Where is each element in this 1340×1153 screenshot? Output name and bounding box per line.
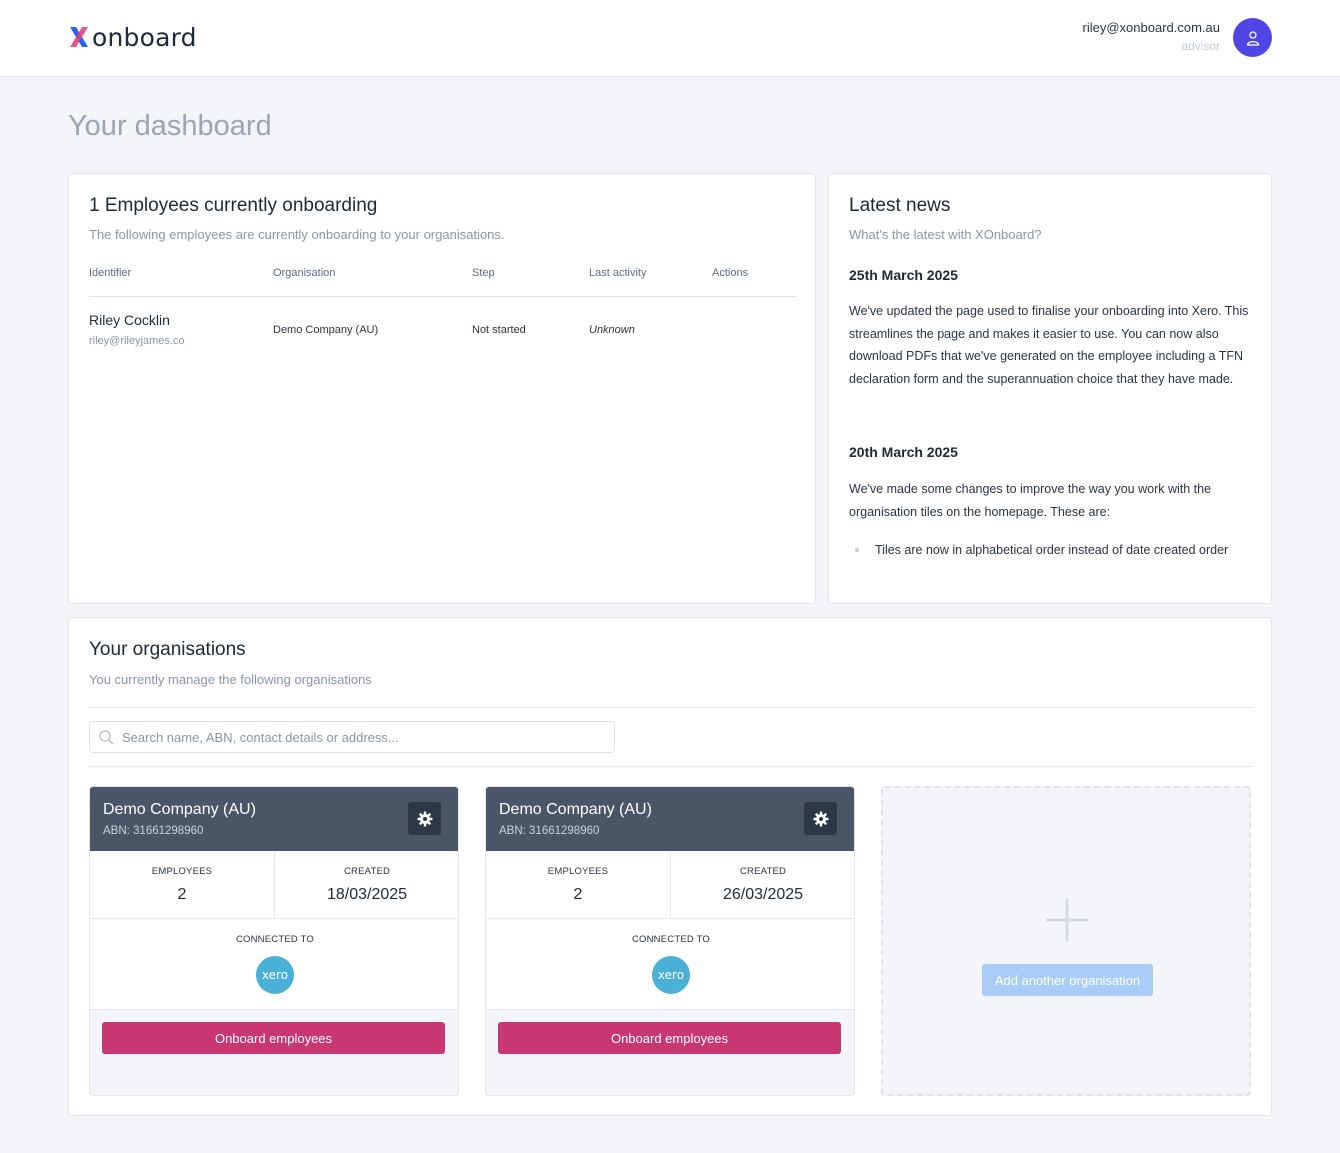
- logo-text: onboard: [92, 22, 197, 52]
- organisation-tile: Demo Company (AU) ABN: 31661298960: [485, 786, 855, 1096]
- employees-label: EMPLOYEES: [547, 866, 609, 877]
- stat-divider: [274, 851, 275, 919]
- organisation-stats: EMPLOYEES 2 CREATED 18/03/2025: [90, 851, 458, 919]
- stat-divider: [670, 851, 671, 919]
- xero-logo-text: xero: [261, 968, 289, 982]
- user-icon: [1246, 30, 1259, 46]
- search-icon: [90, 729, 122, 745]
- xero-logo-icon: xero: [652, 956, 690, 994]
- organisation-abn: ABN: 31661298960: [499, 825, 600, 837]
- organisations-title: Your organisations: [89, 639, 246, 660]
- created-date: 18/03/2025: [326, 886, 408, 903]
- onboarding-title: 1 Employees currently onboarding: [89, 195, 378, 216]
- x-logo-icon: [70, 27, 88, 47]
- news-body: We've updated the page used to finalise …: [849, 304, 1249, 386]
- organisations-subtitle: You currently manage the following organ…: [89, 672, 372, 687]
- add-organisation-button[interactable]: Add another organisation: [982, 964, 1153, 996]
- gear-icon: [813, 811, 828, 826]
- employee-organisation: Demo Company (AU): [273, 324, 379, 336]
- news-date: 25th March 2025: [849, 267, 958, 283]
- employee-email: riley@rileyjames.co: [89, 335, 185, 347]
- add-organisation-tile[interactable]: Add another organisation: [881, 786, 1251, 1096]
- user-avatar-button[interactable]: [1233, 18, 1272, 57]
- user-email: riley@xonboard.com.au: [1082, 20, 1220, 35]
- employee-name: Riley Cocklin: [89, 312, 170, 328]
- user-role: advisor: [1181, 39, 1220, 53]
- connected-section: CONNECTED TO xero: [486, 919, 854, 1010]
- xero-logo-icon: xero: [256, 956, 294, 994]
- organisation-settings-button[interactable]: [408, 802, 441, 835]
- onboard-employees-button[interactable]: Onboard employees: [102, 1022, 445, 1054]
- news-date: 20th March 2025: [849, 444, 958, 460]
- employees-stat: EMPLOYEES 2: [90, 851, 274, 919]
- column-header-actions: Actions: [712, 267, 749, 279]
- divider: [89, 766, 1252, 767]
- onboard-employees-button[interactable]: Onboard employees: [498, 1022, 841, 1054]
- search-box[interactable]: [89, 721, 615, 753]
- page-title: Your dashboard: [68, 110, 272, 142]
- created-date: 26/03/2025: [722, 886, 804, 903]
- news-title: Latest news: [849, 195, 951, 216]
- employees-stat: EMPLOYEES 2: [486, 851, 670, 919]
- top-bar: onboard riley@xonboard.com.au advisor: [0, 0, 1340, 77]
- employees-label: EMPLOYEES: [151, 866, 213, 877]
- table-divider: [89, 296, 796, 297]
- bullet-dot: [855, 548, 859, 552]
- employee-step: Not started: [472, 324, 526, 336]
- news-body: We've made some changes to improve the w…: [849, 482, 1212, 519]
- plus-icon: [1046, 899, 1088, 941]
- organisation-tile-header: Demo Company (AU) ABN: 31661298960: [90, 787, 458, 851]
- news-bullet-item: Tiles are now in alphabetical order inst…: [855, 539, 1235, 562]
- employee-last-activity: Unknown: [589, 324, 635, 336]
- column-header-identifier: Identifier: [89, 267, 132, 279]
- created-stat: CREATED 26/03/2025: [671, 851, 854, 919]
- gear-icon: [417, 811, 432, 826]
- column-header-step: Step: [472, 267, 495, 279]
- user-info: riley@xonboard.com.au advisor: [1083, 20, 1220, 53]
- xonboard-logo[interactable]: onboard: [68, 22, 197, 52]
- organisation-tile-header: Demo Company (AU) ABN: 31661298960: [486, 787, 854, 851]
- organisations-card: Your organisations You currently manage …: [68, 617, 1272, 1116]
- organisation-name: Demo Company (AU): [103, 801, 256, 818]
- news-bullet-text: Tiles are now in alphabetical order inst…: [875, 543, 1229, 557]
- employees-count: 2: [573, 886, 583, 903]
- connected-label: CONNECTED TO: [235, 934, 315, 945]
- organisation-settings-button[interactable]: [804, 802, 837, 835]
- created-label: CREATED: [739, 866, 787, 877]
- organisation-stats: EMPLOYEES 2 CREATED 26/03/2025: [486, 851, 854, 919]
- news-subtitle: What's the latest with XOnboard?: [849, 227, 1042, 242]
- created-label: CREATED: [343, 866, 391, 877]
- column-header-last-activity: Last activity: [589, 267, 647, 279]
- news-card: Latest news What's the latest with XOnbo…: [828, 173, 1272, 604]
- connected-label: CONNECTED TO: [631, 934, 711, 945]
- employees-count: 2: [177, 886, 187, 903]
- organisation-name: Demo Company (AU): [499, 801, 652, 818]
- organisation-abn: ABN: 31661298960: [103, 825, 204, 837]
- divider: [89, 707, 1252, 708]
- onboarding-subtitle: The following employees are currently on…: [89, 227, 505, 242]
- search-input[interactable]: [122, 729, 602, 745]
- created-stat: CREATED 18/03/2025: [275, 851, 458, 919]
- column-header-organisation: Organisation: [273, 267, 336, 279]
- onboarding-card: 1 Employees currently onboarding The fol…: [68, 173, 816, 604]
- xero-logo-text: xero: [657, 968, 685, 982]
- connected-section: CONNECTED TO xero: [90, 919, 458, 1010]
- organisation-tile: Demo Company (AU) ABN: 31661298960: [89, 786, 459, 1096]
